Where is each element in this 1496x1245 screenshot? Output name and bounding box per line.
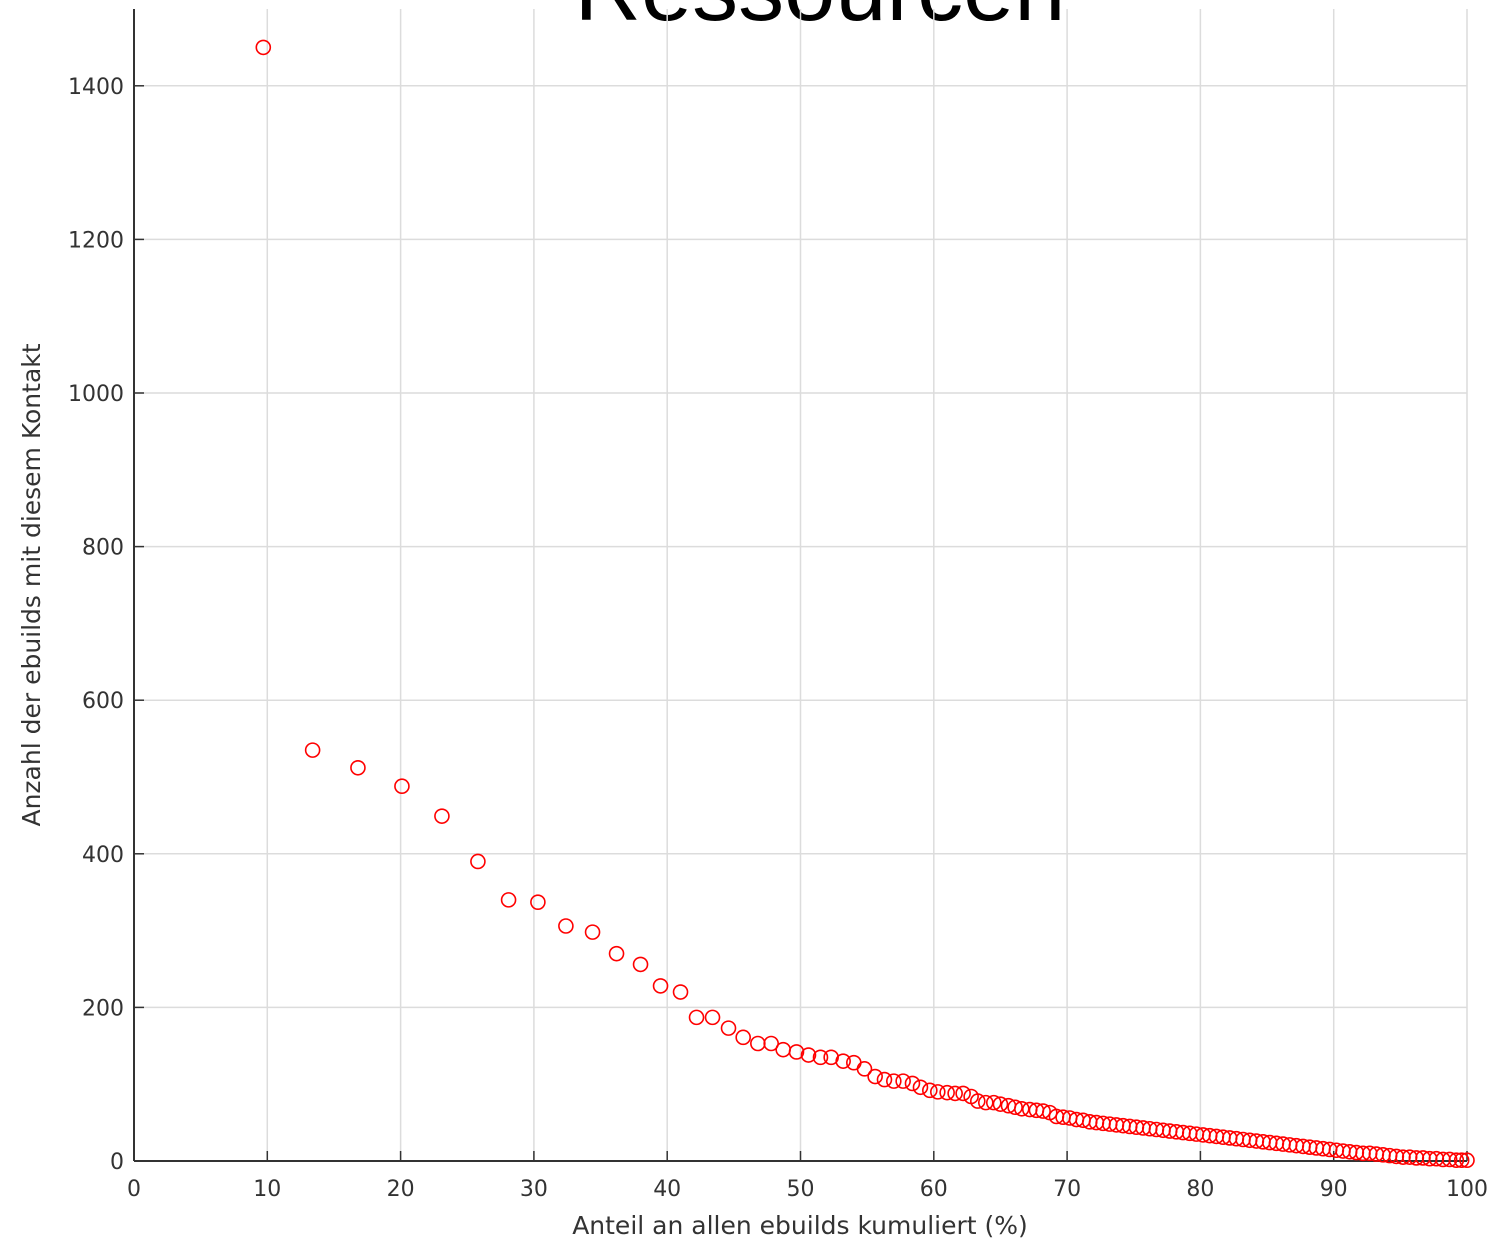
point: [904, 1075, 921, 1092]
x-tick-label: 100: [1446, 1177, 1488, 1202]
x-tick-label: 20: [387, 1177, 415, 1202]
point: [867, 1068, 883, 1085]
point: [750, 1035, 766, 1052]
x-tick-label: 10: [253, 1177, 281, 1202]
point: [632, 956, 649, 973]
y-tick-label: 1200: [68, 228, 124, 253]
point: [763, 1035, 779, 1052]
point: [856, 1061, 873, 1077]
point: [812, 1049, 829, 1066]
point: [255, 39, 272, 56]
point: [735, 1029, 751, 1046]
point: [530, 894, 546, 910]
point: [500, 892, 517, 908]
point: [720, 1020, 737, 1036]
y-tick-label: 200: [82, 996, 124, 1021]
x-tick-label: 0: [127, 1177, 141, 1202]
point: [969, 1093, 986, 1109]
point: [1448, 1152, 1465, 1169]
x-tick-label: 80: [1186, 1177, 1214, 1202]
point: [876, 1071, 893, 1088]
point: [608, 945, 625, 962]
point: [992, 1096, 1009, 1112]
point: [394, 778, 410, 795]
x-tick-label: 70: [1053, 1177, 1081, 1202]
point: [985, 1094, 1002, 1111]
point: [912, 1079, 929, 1096]
point: [584, 924, 601, 940]
point: [788, 1044, 805, 1060]
point: [304, 742, 321, 758]
x-tick-label: 50: [787, 1177, 815, 1202]
chart-title: Ressourcen: [575, 0, 1066, 40]
point: [1453, 1152, 1470, 1169]
x-tick-label: 30: [520, 1177, 548, 1202]
point: [846, 1054, 862, 1071]
y-tick-label: 1400: [68, 75, 124, 100]
y-tick-label: 600: [82, 689, 124, 714]
point: [470, 853, 486, 870]
point: [1441, 1151, 1458, 1168]
point: [1035, 1103, 1051, 1119]
point: [886, 1073, 902, 1089]
y-tick-label: 400: [82, 843, 124, 868]
point: [652, 978, 669, 994]
y-axis-label: Anzahl der ebuilds mit diesem Kontakt: [17, 343, 46, 826]
y-tick-label: 0: [110, 1150, 124, 1175]
point: [672, 984, 689, 1000]
point: [434, 808, 450, 824]
point: [977, 1094, 994, 1111]
y-tick-label: 800: [82, 536, 124, 561]
x-tick-label: 60: [920, 1177, 948, 1202]
point: [922, 1082, 938, 1099]
point: [939, 1084, 955, 1101]
point: [688, 1009, 705, 1026]
point: [350, 759, 366, 776]
point: [558, 918, 574, 934]
y-tick-label: 1000: [68, 382, 124, 407]
point: [704, 1009, 721, 1026]
point: [1007, 1099, 1023, 1116]
point: [895, 1073, 911, 1089]
point: [955, 1085, 971, 1102]
point: [1459, 1152, 1475, 1169]
point: [835, 1053, 851, 1069]
point: [775, 1041, 791, 1058]
point: [929, 1084, 946, 1100]
point: [947, 1085, 963, 1102]
x-tick-label: 40: [653, 1177, 681, 1202]
x-tick-label: 90: [1320, 1177, 1348, 1202]
point: [1013, 1100, 1030, 1117]
point: [800, 1047, 817, 1063]
x-axis-label: Anteil an allen ebuilds kumuliert (%): [572, 1211, 1028, 1240]
